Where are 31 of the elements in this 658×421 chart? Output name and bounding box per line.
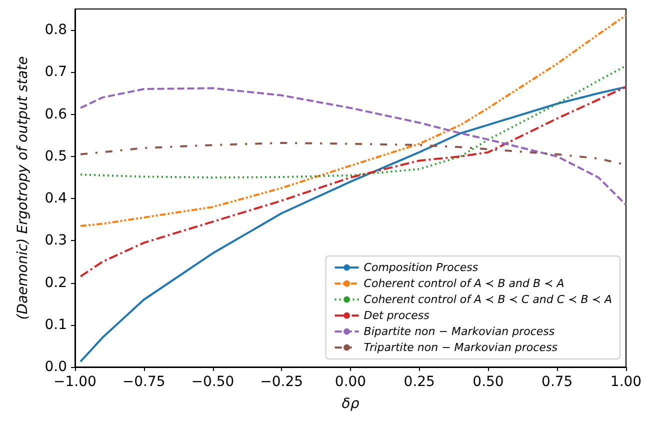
line-series — [80, 87, 627, 206]
y-tick-label: 0.8 — [44, 22, 67, 38]
y-tick-label: 0.5 — [44, 148, 67, 164]
line-series — [80, 14, 627, 227]
legend-label: Coherent control of A ≺ B and B ≺ A — [364, 277, 564, 290]
y-tick-label: 0.4 — [44, 190, 68, 207]
legend-label: Bipartite non − Markovian process — [364, 325, 555, 338]
y-tick-label: 0.7 — [44, 64, 67, 80]
y-tick-label: 0.2 — [44, 274, 67, 291]
x-tick-label: −1.00 — [54, 374, 96, 390]
line-series — [80, 64, 627, 178]
x-tick-label: −0.75 — [122, 374, 166, 390]
line-series — [80, 86, 627, 278]
x-tick-label: 0.00 — [334, 374, 366, 390]
x-tick-label: 0.25 — [404, 374, 435, 390]
y-axis-title: (Daemonic) Ergotropy of output state — [15, 56, 31, 320]
y-tick-label: 0.0 — [44, 359, 67, 375]
legend-label: Det process — [364, 309, 430, 322]
x-tick-label: 1.00 — [610, 374, 642, 390]
x-tick-label: −0.50 — [191, 374, 234, 390]
y-tick-label: 0.1 — [44, 316, 67, 333]
x-tick-label: 0.50 — [472, 374, 504, 390]
x-axis-title: δρ — [342, 396, 360, 412]
y-tick-label: 0.3 — [44, 232, 67, 249]
x-tick-label: −0.25 — [260, 374, 304, 390]
legend-label: Composition Process — [364, 261, 478, 274]
x-tick-label: 0.75 — [542, 374, 573, 390]
legend-label: Tripartite non − Markovian process — [364, 341, 558, 354]
y-tick-label: 0.6 — [44, 106, 68, 122]
line-series — [80, 86, 627, 363]
legend-label: Coherent control of A ≺ B ≺ C and C ≺ B ≺ A — [364, 293, 612, 306]
